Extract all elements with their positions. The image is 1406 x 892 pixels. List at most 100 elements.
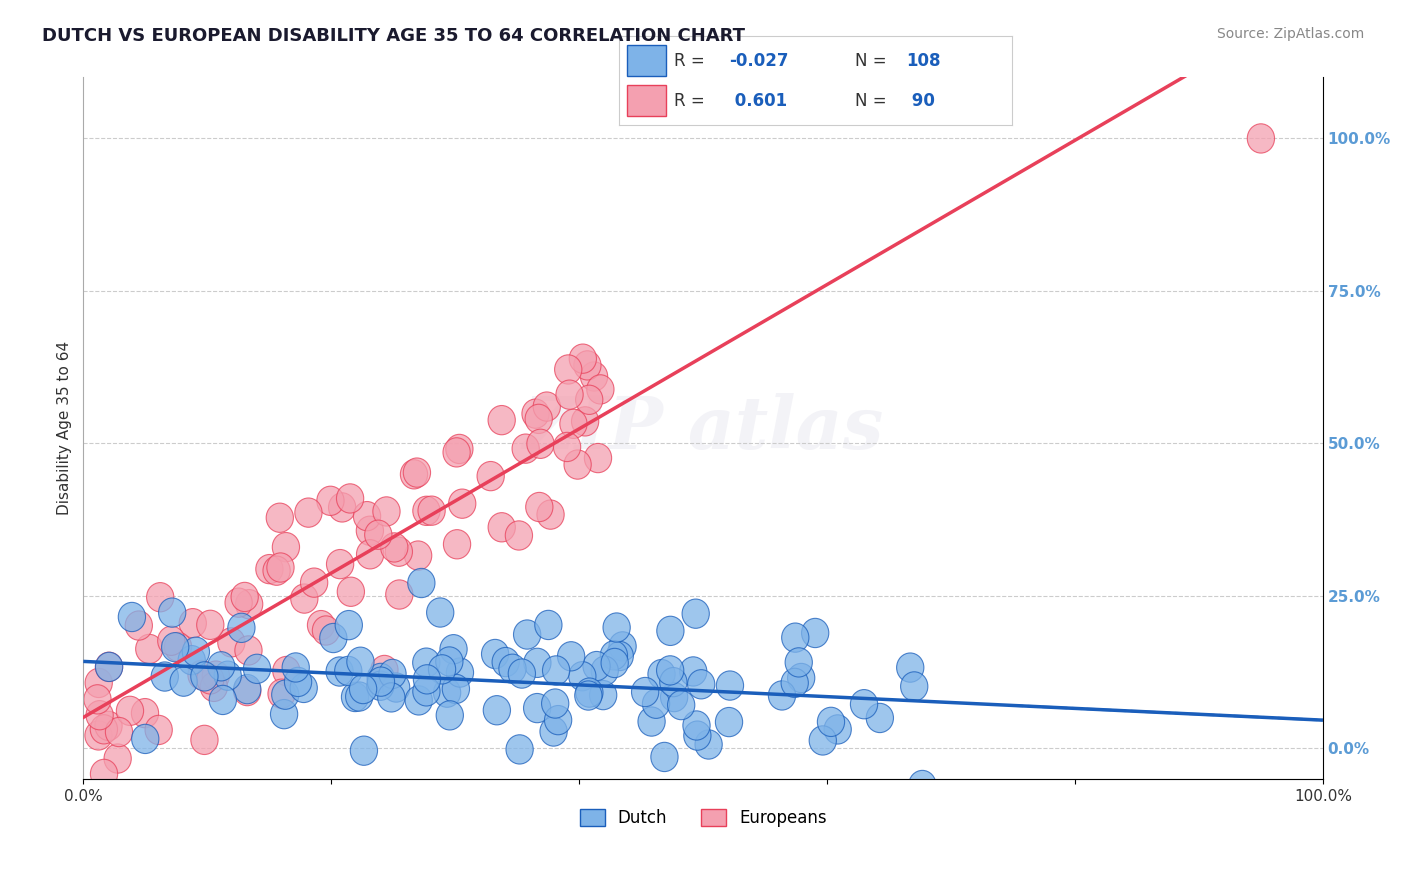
Ellipse shape xyxy=(443,674,470,704)
Ellipse shape xyxy=(367,664,394,692)
Ellipse shape xyxy=(527,429,554,458)
Ellipse shape xyxy=(165,632,191,662)
Ellipse shape xyxy=(225,588,252,617)
Ellipse shape xyxy=(908,771,936,799)
Ellipse shape xyxy=(554,433,581,461)
Ellipse shape xyxy=(269,679,295,708)
Text: N =: N = xyxy=(855,92,891,110)
Ellipse shape xyxy=(200,673,228,701)
Ellipse shape xyxy=(782,623,808,652)
Ellipse shape xyxy=(326,657,353,686)
Ellipse shape xyxy=(555,380,583,409)
Ellipse shape xyxy=(197,665,224,694)
Ellipse shape xyxy=(84,721,112,750)
Ellipse shape xyxy=(209,685,236,714)
Ellipse shape xyxy=(682,599,710,628)
Ellipse shape xyxy=(600,640,627,670)
Ellipse shape xyxy=(84,685,111,714)
Ellipse shape xyxy=(385,580,413,609)
Ellipse shape xyxy=(336,483,364,513)
Ellipse shape xyxy=(118,602,146,632)
Ellipse shape xyxy=(132,724,159,754)
Ellipse shape xyxy=(446,658,474,687)
Ellipse shape xyxy=(589,681,617,710)
Ellipse shape xyxy=(569,344,596,374)
Ellipse shape xyxy=(659,667,688,697)
Ellipse shape xyxy=(488,513,516,542)
Ellipse shape xyxy=(808,726,837,756)
Ellipse shape xyxy=(243,654,270,683)
Ellipse shape xyxy=(90,759,118,789)
Ellipse shape xyxy=(183,637,209,666)
Ellipse shape xyxy=(866,703,893,732)
Ellipse shape xyxy=(586,375,614,404)
Text: R =: R = xyxy=(673,52,710,70)
Ellipse shape xyxy=(574,351,600,380)
Text: 108: 108 xyxy=(905,52,941,70)
Text: N =: N = xyxy=(855,52,891,70)
Ellipse shape xyxy=(481,640,509,669)
Ellipse shape xyxy=(405,541,432,570)
Ellipse shape xyxy=(273,657,299,686)
Ellipse shape xyxy=(575,385,603,415)
Text: 0.601: 0.601 xyxy=(728,92,787,110)
Ellipse shape xyxy=(449,489,475,518)
Ellipse shape xyxy=(554,355,582,384)
Ellipse shape xyxy=(643,690,669,718)
Text: 90: 90 xyxy=(905,92,935,110)
Ellipse shape xyxy=(575,678,603,707)
FancyBboxPatch shape xyxy=(627,45,666,76)
Ellipse shape xyxy=(371,656,398,685)
Ellipse shape xyxy=(568,662,596,691)
Ellipse shape xyxy=(378,659,406,689)
Ellipse shape xyxy=(543,656,569,685)
Ellipse shape xyxy=(600,648,628,678)
Ellipse shape xyxy=(273,533,299,562)
Ellipse shape xyxy=(404,458,430,487)
Ellipse shape xyxy=(413,665,440,694)
Ellipse shape xyxy=(492,648,519,677)
Ellipse shape xyxy=(540,717,567,747)
Ellipse shape xyxy=(131,698,159,728)
Ellipse shape xyxy=(218,628,245,657)
Ellipse shape xyxy=(768,681,796,710)
Ellipse shape xyxy=(329,492,356,522)
Ellipse shape xyxy=(267,553,294,582)
Ellipse shape xyxy=(575,681,602,710)
Ellipse shape xyxy=(571,407,599,436)
Ellipse shape xyxy=(638,706,665,736)
Ellipse shape xyxy=(301,568,328,598)
Text: DUTCH VS EUROPEAN DISABILITY AGE 35 TO 64 CORRELATION CHART: DUTCH VS EUROPEAN DISABILITY AGE 35 TO 6… xyxy=(42,27,745,45)
Ellipse shape xyxy=(446,434,472,464)
Ellipse shape xyxy=(159,598,186,627)
Legend: Dutch, Europeans: Dutch, Europeans xyxy=(572,802,834,834)
Ellipse shape xyxy=(533,392,561,421)
Ellipse shape xyxy=(824,714,851,744)
Text: R =: R = xyxy=(673,92,710,110)
Ellipse shape xyxy=(86,668,112,698)
Ellipse shape xyxy=(284,667,312,697)
Ellipse shape xyxy=(817,707,845,737)
Ellipse shape xyxy=(326,549,354,579)
Ellipse shape xyxy=(179,608,207,638)
Ellipse shape xyxy=(256,555,283,583)
Ellipse shape xyxy=(381,533,408,562)
Ellipse shape xyxy=(197,610,224,640)
Ellipse shape xyxy=(350,736,378,765)
Ellipse shape xyxy=(357,540,384,569)
Ellipse shape xyxy=(347,647,374,676)
Ellipse shape xyxy=(125,611,152,640)
Ellipse shape xyxy=(433,678,461,707)
Ellipse shape xyxy=(523,693,551,723)
Ellipse shape xyxy=(526,492,553,522)
Ellipse shape xyxy=(105,717,132,747)
Ellipse shape xyxy=(312,615,340,645)
Ellipse shape xyxy=(367,667,395,697)
Ellipse shape xyxy=(335,610,363,640)
Ellipse shape xyxy=(96,652,122,681)
Ellipse shape xyxy=(342,682,368,712)
Ellipse shape xyxy=(382,673,409,702)
Ellipse shape xyxy=(512,434,540,463)
Ellipse shape xyxy=(801,618,828,648)
Ellipse shape xyxy=(353,501,381,531)
